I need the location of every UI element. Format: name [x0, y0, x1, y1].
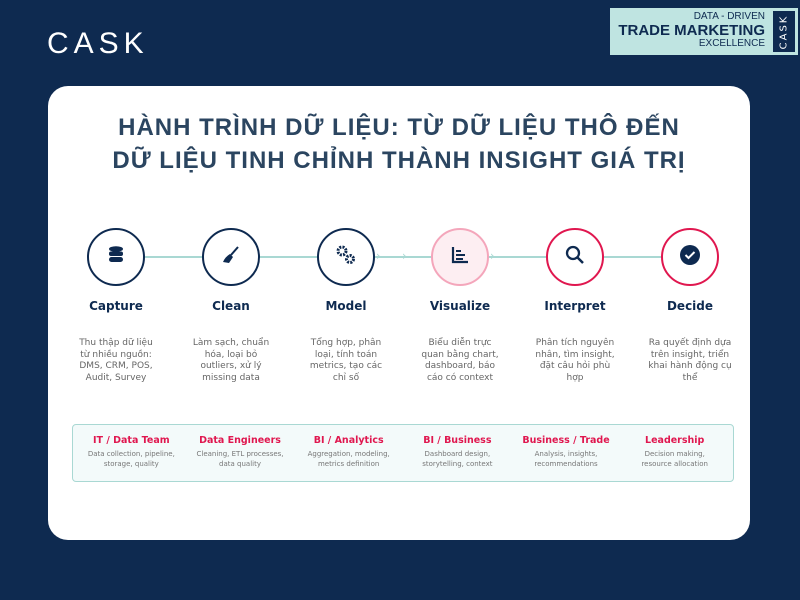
badge-line1: DATA - DRIVEN: [693, 11, 765, 22]
journey-card: HÀNH TRÌNH DỮ LIỆU: TỪ DỮ LIỆU THÔ ĐẾN D…: [48, 86, 750, 540]
connector-line: [116, 256, 690, 258]
broom-icon: [220, 244, 242, 270]
step-model: Model Tổng hợp, phân loại, tính toán met…: [290, 228, 402, 384]
role-description: Cleaning, ETL processes, data quality: [196, 450, 284, 468]
step-label: Capture: [89, 299, 143, 313]
step-decide: Decide Ra quyết định dựa trên insight, t…: [634, 228, 746, 384]
arrow-icon: ›: [490, 249, 495, 263]
step-description: Thu thập dữ liệu từ nhiều nguồn: DMS, CR…: [79, 338, 153, 383]
role-description: Dashboard design, storytelling, context: [422, 450, 493, 468]
step-circle: [546, 228, 604, 286]
role-description: Data collection, pipeline, storage, qual…: [87, 450, 175, 468]
role-description: Aggregation, modeling, metrics definitio…: [307, 450, 390, 468]
step-visualize: Visualize Biểu diễn trực quan bằng chart…: [404, 228, 516, 384]
step-circle: [317, 228, 375, 286]
role-title: Business / Trade: [522, 435, 610, 446]
trade-marketing-badge: DATA - DRIVEN TRADE MARKETING EXCELLENCE…: [610, 8, 798, 55]
step-circle: [431, 228, 489, 286]
role-title: Data Engineers: [199, 435, 281, 446]
role-description: Analysis, insights, recommendations: [534, 450, 598, 468]
step-label: Model: [325, 299, 367, 313]
role-item: BI / Business Dashboard design, storytel…: [403, 425, 512, 481]
step-circle: [202, 228, 260, 286]
step-circle: [661, 228, 719, 286]
step-interpret: Interpret Phân tích nguyên nhân, tìm ins…: [519, 228, 631, 384]
step-description: Ra quyết định dựa trên insight, triển kh…: [648, 338, 732, 383]
step-label: Visualize: [429, 299, 491, 313]
role-title: BI / Analytics: [313, 435, 384, 446]
role-item: IT / Data Team Data collection, pipeline…: [77, 425, 186, 481]
badge-line3: EXCELLENCE: [698, 38, 765, 49]
step-label: Interpret: [544, 299, 606, 313]
step-description: Tổng hợp, phân loại, tính toán metrics, …: [309, 338, 383, 383]
role-title: BI / Business: [423, 435, 492, 446]
step-capture: Capture Thu thập dữ liệu từ nhiều nguồn:…: [60, 228, 172, 384]
role-title: IT / Data Team: [93, 435, 170, 446]
badge-side-text: CASK: [778, 14, 790, 49]
step-circle: [87, 228, 145, 286]
arrow-icon: ›: [376, 249, 381, 263]
role-title: Leadership: [645, 435, 705, 446]
search-icon: [564, 244, 586, 270]
role-item: Business / Trade Analysis, insights, rec…: [512, 425, 621, 481]
roles-panel: IT / Data Team Data collection, pipeline…: [72, 424, 734, 482]
bar-chart-icon: [450, 245, 470, 269]
badge-line2: TRADE MARKETING: [618, 22, 765, 39]
title-line1: HÀNH TRÌNH DỮ LIỆU: TỪ DỮ LIỆU THÔ ĐẾN: [118, 114, 680, 141]
step-description: Làm sạch, chuẩn hóa, loại bỏ outliers, x…: [192, 338, 270, 383]
arrow-icon: ›: [402, 249, 407, 263]
role-item: BI / Analytics Aggregation, modeling, me…: [294, 425, 403, 481]
step-label: Clean: [212, 299, 250, 313]
gears-icon: [334, 244, 358, 270]
database-icon: [106, 245, 126, 269]
step-description: Phân tích nguyên nhân, tìm insight, đặt …: [535, 338, 615, 383]
step-description: Biểu diễn trực quan bằng chart, dashboar…: [421, 338, 499, 383]
role-description: Decision making, resource allocation: [641, 450, 708, 468]
title-line2: DỮ LIỆU TINH CHỈNH THÀNH INSIGHT GIÁ TRỊ: [112, 147, 686, 174]
role-item: Data Engineers Cleaning, ETL processes, …: [186, 425, 295, 481]
step-clean: Clean Làm sạch, chuẩn hóa, loại bỏ outli…: [175, 228, 287, 384]
check-circle-icon: [679, 244, 701, 270]
step-label: Decide: [666, 299, 714, 313]
cask-logo: CASK: [47, 27, 149, 60]
role-item: Leadership Decision making, resource all…: [620, 425, 729, 481]
